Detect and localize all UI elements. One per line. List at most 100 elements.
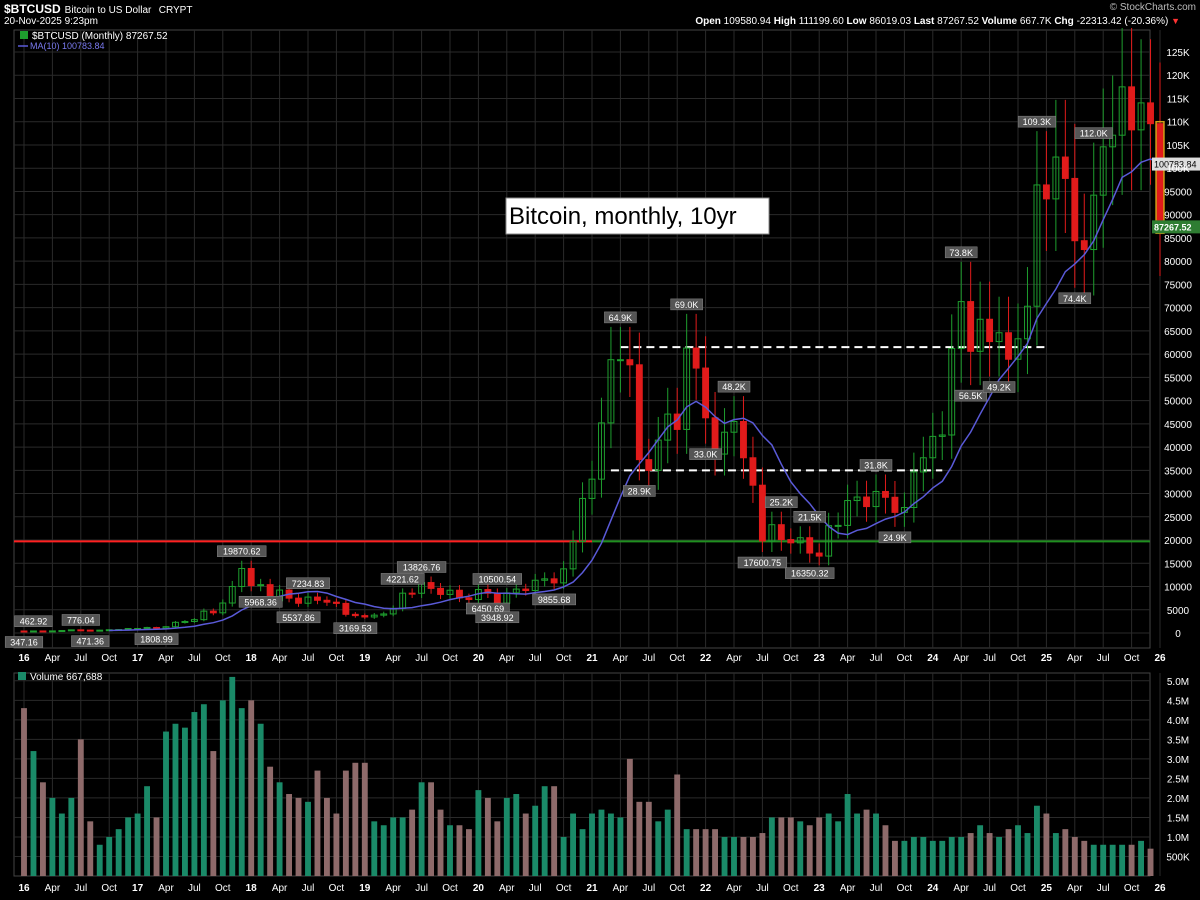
x-tick-label-volume: Oct (897, 883, 913, 894)
price-label: 19870.62 (223, 547, 261, 557)
x-tick-label-volume: Oct (783, 883, 799, 894)
x-tick-label-volume: Apr (272, 883, 288, 894)
y-tick-label: 85000 (1164, 234, 1192, 245)
price-panel-border (13, 29, 1151, 649)
ma-polyline (109, 158, 1161, 632)
candle-body (162, 626, 170, 629)
y-tick-label: 50000 (1164, 397, 1192, 408)
price-label-bg (472, 573, 522, 585)
volume-bar (428, 782, 435, 876)
price-label-bg (14, 615, 53, 627)
volume-tick-label: 3.5M (1167, 735, 1189, 746)
candle-body (304, 596, 312, 604)
legend: $BTCUSD (Monthly) 87267.52 MA(10) 100783… (18, 31, 168, 683)
price-label: 4221.62 (386, 574, 419, 584)
x-tick-label: Jul (983, 653, 996, 664)
volume-bar (399, 817, 406, 876)
x-tick-label-volume: Oct (1124, 883, 1140, 894)
volume-bar (276, 782, 283, 876)
x-tick-label-volume: Jul (756, 883, 769, 894)
volume-bar (1090, 844, 1097, 876)
candle-body (172, 621, 179, 628)
volume-bar (731, 836, 737, 876)
candle-body (257, 584, 265, 587)
candle-body (863, 496, 870, 508)
volume-bar (494, 821, 501, 876)
volume-bar (636, 801, 643, 876)
price-label: 112.0K (1080, 129, 1108, 139)
y-tick-label: 90000 (1164, 211, 1192, 222)
volume-bar (778, 817, 785, 876)
y-tick-label: 15000 (1164, 559, 1192, 570)
volume-bar (456, 825, 463, 876)
volume-bar (77, 739, 84, 876)
candle-body (626, 359, 634, 366)
candle-body (957, 301, 965, 350)
candle-body (1099, 146, 1107, 196)
volume-bar (683, 829, 690, 876)
volume-bar (191, 712, 198, 876)
price-label-bg (859, 459, 893, 471)
x-tick-label-volume: 18 (246, 883, 258, 894)
chg-label: Chg (1054, 16, 1074, 27)
candle-body (702, 367, 710, 419)
x-tick-label-volume: 17 (132, 883, 144, 894)
price-label: 3169.53 (339, 624, 372, 634)
price-label: 64.9K (609, 313, 633, 323)
candle-body (872, 490, 880, 508)
candle-body (77, 629, 85, 632)
candle-body (1061, 156, 1069, 179)
volume-bar (1128, 844, 1135, 876)
candle-body (787, 539, 795, 544)
price-label-bg (276, 611, 321, 624)
price-label-bg (785, 567, 835, 579)
volume-value: 667.7K (1019, 16, 1052, 27)
price-label: 56.5K (959, 391, 983, 401)
candle-body (853, 496, 861, 502)
volume-bar (948, 836, 955, 876)
candle-body (777, 524, 785, 541)
volume-legend-swatch (18, 672, 26, 680)
volume-bar (1071, 836, 1078, 876)
price-label: 6450.69 (472, 604, 505, 614)
x-tick-label: Jul (74, 653, 87, 664)
volume-bar (882, 825, 889, 876)
candle-body (408, 592, 416, 595)
chart-date: 20-Nov-2025 9:23pm (4, 16, 98, 27)
candle-body (1128, 86, 1136, 131)
volume-bar (740, 836, 747, 876)
candle-body (323, 599, 331, 603)
volume-bar (1119, 844, 1126, 876)
candle-body (664, 413, 672, 441)
x-tick-label-volume: Oct (669, 883, 685, 894)
price-label: 13826.76 (403, 563, 441, 573)
chg-value: -22313.42 (-20.36%) (1076, 16, 1169, 27)
price-label-bg (333, 622, 378, 634)
volume-bar (977, 825, 984, 876)
candle-body (616, 359, 624, 362)
volume-tick-label: 4.5M (1167, 696, 1189, 707)
y-tick-label: 40000 (1164, 443, 1192, 454)
price-label: 28.9K (628, 486, 652, 496)
volume-bar (996, 836, 1003, 876)
x-tick-label-volume: Oct (556, 883, 572, 894)
volume-bar (238, 708, 245, 876)
candle-body (976, 318, 984, 352)
y-tick-label: 35000 (1164, 466, 1192, 477)
ma-marker-bg (1152, 157, 1200, 171)
candle-body (96, 629, 104, 632)
candle-body (484, 589, 492, 594)
candle-body (758, 484, 766, 542)
down-triangle-icon: ▼ (1171, 16, 1180, 26)
volume-bar (844, 794, 851, 876)
symbol: $BTCUSD (4, 2, 61, 16)
volume-bar (655, 821, 662, 876)
high-label: High (773, 16, 796, 27)
price-label-bg (396, 561, 447, 573)
volume-bar (68, 797, 75, 876)
volume-bar (1062, 829, 1069, 876)
candle-body (30, 630, 37, 633)
x-tick-label: 17 (132, 653, 144, 664)
price-label-bg (532, 593, 576, 606)
price-label: 69.0K (675, 300, 699, 310)
